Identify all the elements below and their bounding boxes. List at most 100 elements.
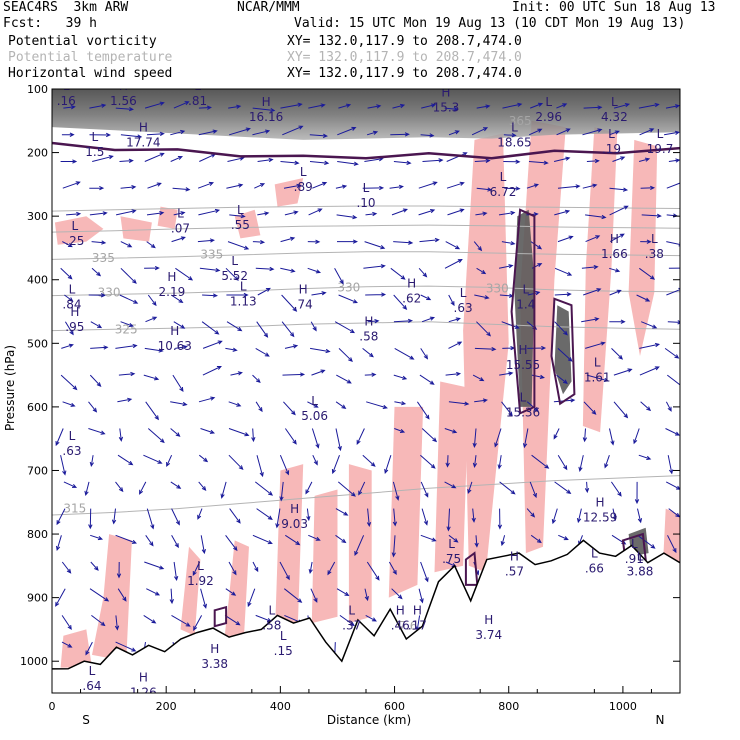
- wind-vector: [448, 130, 460, 136]
- wind-vector: [501, 321, 520, 329]
- wind-vector: [422, 158, 444, 163]
- wind-vector: [474, 158, 491, 163]
- wind-vector: [419, 374, 435, 385]
- wind-vector: [390, 267, 406, 280]
- wind-vector: [88, 401, 98, 413]
- wind-vector: [476, 187, 493, 192]
- wind-vector: [637, 534, 656, 549]
- wind-vector: [62, 401, 76, 407]
- y-tick-label: 600: [27, 401, 48, 414]
- pv-extremum-value: .66: [585, 561, 604, 575]
- wind-vector: [467, 481, 473, 494]
- pv-extremum-marker: L: [89, 664, 96, 678]
- pv-extremum-marker: H: [290, 502, 299, 516]
- wind-vector: [503, 159, 521, 164]
- pv-extremum-value: .46: [391, 619, 410, 633]
- pv-extremum-value: 18.65: [497, 136, 531, 150]
- theta-contour-label: 315: [63, 502, 86, 516]
- wind-vector: [609, 187, 629, 192]
- pink-shading-region: [311, 489, 338, 624]
- wind-vector: [175, 267, 194, 281]
- wind-vector: [192, 561, 201, 577]
- wind-vector: [143, 374, 160, 381]
- wind-vector: [581, 317, 600, 323]
- pv-extremum-marker: H: [299, 283, 308, 297]
- pv-extremum-marker: L: [637, 550, 644, 564]
- wind-vector: [335, 534, 347, 544]
- field-name-theta: Potential temperature: [8, 50, 173, 65]
- theta-contour-label: 335: [92, 251, 115, 265]
- wind-vector: [282, 372, 306, 377]
- wind-vector: [257, 287, 271, 296]
- wind-vector: [63, 481, 78, 488]
- wind-vector: [56, 535, 62, 552]
- wind-vector: [444, 481, 457, 489]
- wind-vector: [445, 241, 461, 250]
- wind-vector: [199, 267, 221, 273]
- pv-extremum-value: .64: [82, 679, 101, 693]
- wind-vector: [327, 561, 336, 576]
- wind-vector: [280, 267, 296, 273]
- wind-vector: [448, 341, 463, 349]
- wind-vector: [56, 508, 66, 526]
- wind-vector: [444, 428, 458, 434]
- wind-vector: [665, 481, 680, 490]
- wind-vector: [640, 401, 652, 412]
- pv-extremum-value: 17.74: [126, 136, 160, 150]
- wind-vector: [668, 267, 680, 269]
- wind-vector: [473, 241, 483, 252]
- pink-shading-region: [60, 629, 92, 668]
- wind-vector: [310, 347, 331, 354]
- pv-extremum-marker: L: [523, 283, 530, 297]
- pv-extremum-value: 12.59: [583, 511, 617, 525]
- wind-vector: [337, 481, 356, 497]
- wind-vector: [339, 614, 355, 627]
- wind-vector: [393, 240, 414, 245]
- pv-extremum-value: .57: [505, 565, 524, 579]
- wind-vector: [198, 396, 216, 403]
- x-tick-label: 200: [156, 700, 177, 713]
- pv-extremum-marker: L: [71, 219, 78, 233]
- wind-vector: [554, 292, 572, 297]
- wind-vector: [362, 454, 376, 467]
- pv-extremum-value: 15.36: [506, 406, 540, 420]
- wind-vector: [55, 588, 66, 607]
- wind-vector: [639, 128, 655, 136]
- pv-extremum-marker: L: [651, 232, 658, 246]
- wind-vector: [252, 561, 259, 573]
- wind-vector: [366, 508, 372, 528]
- wind-vector: [60, 267, 73, 280]
- wind-vector: [474, 346, 497, 352]
- wind-vector: [118, 371, 136, 377]
- wind-vector: [530, 534, 542, 544]
- theta-contour-label: 330: [98, 285, 121, 299]
- pv-contour: [213, 605, 228, 628]
- wind-vector: [418, 267, 428, 278]
- north-label: N: [656, 713, 665, 727]
- wind-vector: [227, 241, 250, 250]
- wind-vector: [448, 294, 455, 307]
- wind-vector: [280, 160, 300, 165]
- wind-vector: [89, 211, 108, 216]
- wind-vector: [224, 614, 241, 626]
- wind-vector: [88, 428, 106, 435]
- wind-vector: [613, 368, 633, 376]
- pv-extremum-value: .84: [62, 298, 81, 312]
- wind-vector: [229, 127, 251, 136]
- theta-contour: [52, 285, 680, 297]
- pv-extremum-value: .63: [62, 444, 81, 458]
- wind-vector: [198, 105, 212, 110]
- pv-extremum-marker: H: [139, 121, 148, 135]
- pv-extremum-marker: H: [262, 95, 271, 109]
- wind-vector: [64, 321, 74, 336]
- wind-vector: [170, 401, 188, 407]
- wind-vector: [89, 588, 110, 602]
- wind-vector: [116, 561, 122, 579]
- wind-vector: [338, 348, 353, 363]
- wind-vector: [335, 184, 348, 189]
- wind-vector: [494, 428, 502, 448]
- wind-vector: [228, 561, 237, 576]
- wind-vector: [197, 238, 215, 243]
- wind-vector: [146, 588, 161, 596]
- center-label: NCAR/MMM: [237, 0, 300, 15]
